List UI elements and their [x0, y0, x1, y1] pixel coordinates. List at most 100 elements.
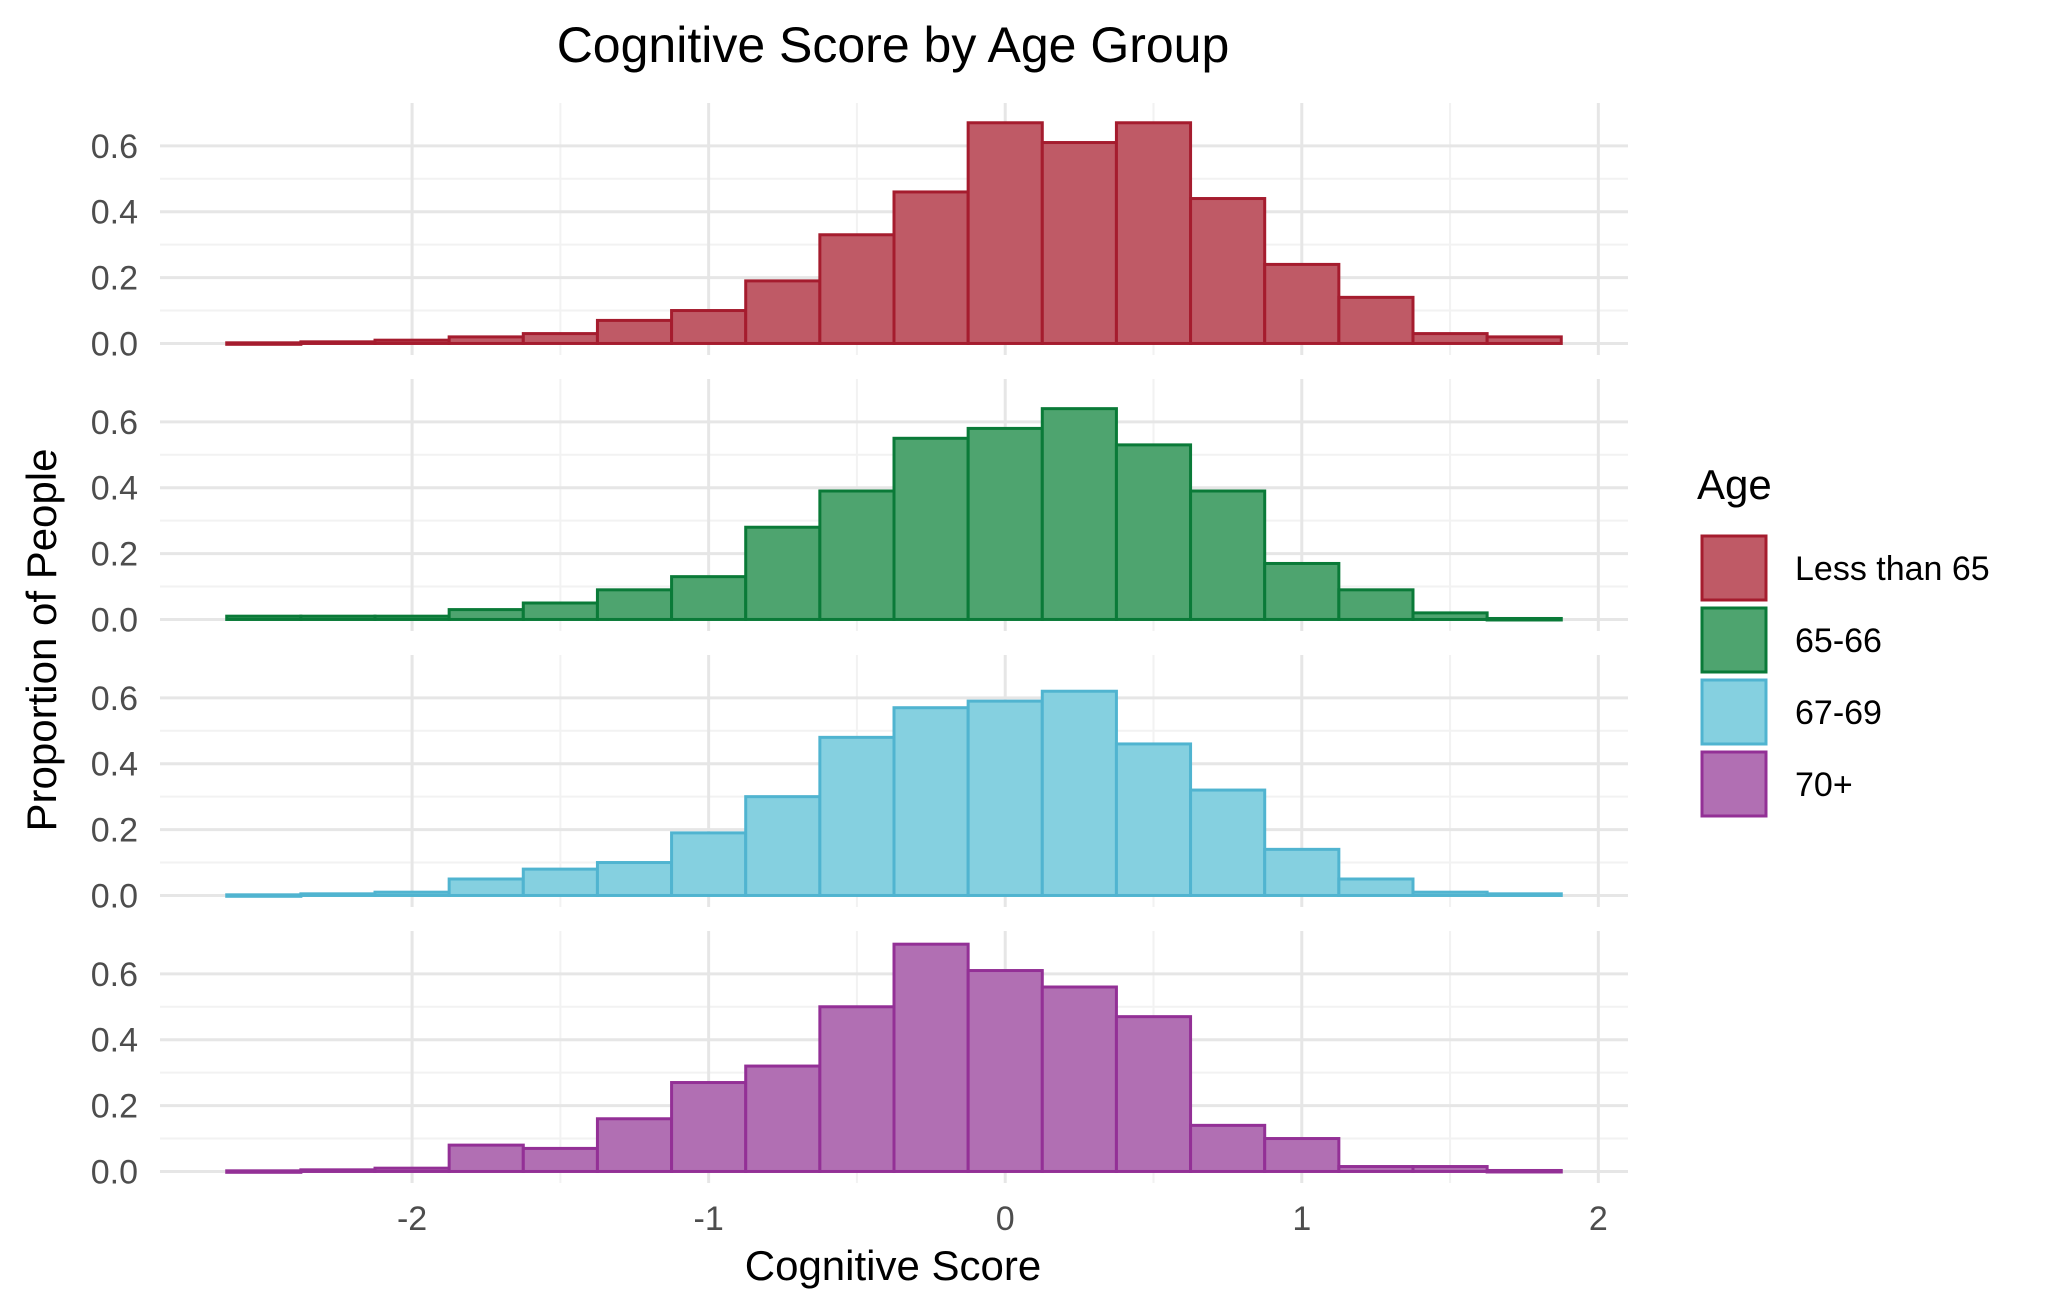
y-tick-label: 0.6	[91, 128, 138, 166]
histogram-bar	[1189, 489, 1267, 621]
histogram-bar	[1263, 1137, 1341, 1173]
facet-panel-3: 0.0 0.2 0.4 0.6	[91, 655, 1628, 915]
histogram-bar	[670, 309, 748, 345]
histogram-bar	[670, 1081, 748, 1173]
legend-item: 70+	[1700, 750, 1853, 818]
histogram-bar	[966, 121, 1044, 345]
histogram-bar	[1337, 295, 1415, 345]
y-tick-label: 0.4	[91, 746, 138, 784]
histogram-bar	[1189, 1123, 1267, 1173]
histogram-bar	[744, 795, 822, 897]
histogram-bar	[818, 233, 896, 345]
histogram-bar	[1485, 1168, 1563, 1174]
legend-swatch	[1700, 606, 1768, 674]
histogram-bar	[1040, 407, 1118, 621]
histogram-bar	[1337, 588, 1415, 621]
histogram-bar	[299, 614, 377, 621]
y-tick-label: 0.4	[91, 194, 138, 232]
legend: Age Less than 65 65-66 67-69 70+	[1697, 461, 1990, 818]
histogram-bar	[1114, 1015, 1193, 1173]
x-tick-label: 1	[1292, 1200, 1311, 1238]
histogram-bar	[744, 279, 822, 345]
histogram-bar	[299, 892, 377, 897]
histogram-bar	[1040, 985, 1118, 1173]
histogram-bar	[521, 601, 599, 621]
histogram-bar	[595, 318, 674, 345]
legend-label: Less than 65	[1795, 550, 1990, 588]
y-tick-label: 0.6	[91, 404, 138, 442]
legend-swatch	[1700, 534, 1768, 602]
histogram-bar	[225, 614, 303, 621]
histogram-bar	[1040, 689, 1118, 897]
y-tick-label: 0.2	[91, 536, 138, 574]
histogram-bar	[1485, 335, 1563, 345]
histogram-bar	[225, 893, 303, 898]
facet-panel-4: 0.0 0.2 0.4 0.6	[91, 931, 1628, 1191]
y-tick-label: 0.4	[91, 470, 138, 508]
histogram-bar	[225, 341, 303, 346]
legend-item: 65-66	[1700, 606, 1882, 674]
y-tick-label: 0.0	[91, 1153, 138, 1191]
histogram-bar	[744, 525, 822, 621]
histogram-bar	[1263, 262, 1341, 345]
x-tick-label: 2	[1589, 1200, 1608, 1238]
y-tick-label: 0.6	[91, 680, 138, 718]
x-axis-label: Cognitive Score	[745, 1242, 1041, 1289]
histogram-bar	[1411, 890, 1489, 897]
legend-title: Age	[1697, 461, 1772, 508]
histogram-bar	[1114, 121, 1193, 345]
histogram-bar	[1411, 1165, 1489, 1173]
y-axis-label: Proportion of People	[18, 449, 65, 832]
histogram-bar	[373, 338, 451, 345]
legend-items: Less than 65 65-66 67-69 70+	[1700, 534, 1990, 818]
histogram-bar	[373, 890, 451, 897]
histogram-bar	[1411, 611, 1489, 621]
histogram-bar	[1263, 561, 1341, 621]
histogram-bar	[670, 575, 748, 621]
y-tick-label: 0.4	[91, 1022, 138, 1060]
facet-panels: 0.00.20.40.60.00.20.40.60.00.20.40.60.00…	[91, 103, 1628, 1191]
x-tick-label: 0	[996, 1200, 1015, 1238]
histogram-bar	[966, 969, 1044, 1173]
legend-item: 67-69	[1700, 678, 1882, 746]
histogram-bar	[595, 588, 674, 621]
y-tick-label: 0.2	[91, 1088, 138, 1126]
histogram-bar	[818, 489, 896, 621]
histogram-bar	[670, 831, 748, 897]
histogram-bar	[892, 942, 970, 1173]
histogram-bar	[892, 436, 970, 621]
y-tick-label: 0.0	[91, 325, 138, 363]
histogram-bar	[299, 340, 377, 345]
y-tick-label: 0.0	[91, 877, 138, 915]
histogram-bar	[1485, 892, 1563, 897]
histogram-bar	[818, 1005, 896, 1173]
histogram-bar	[1040, 141, 1118, 345]
legend-swatch	[1700, 678, 1768, 746]
legend-item: Less than 65	[1700, 534, 1990, 602]
x-tick-label: -1	[694, 1200, 724, 1238]
legend-label: 65-66	[1795, 622, 1882, 660]
legend-label: 70+	[1795, 766, 1853, 804]
histogram-bar	[521, 867, 599, 897]
histogram-bar	[447, 608, 525, 621]
histogram-bar	[1114, 443, 1193, 621]
histogram-bar	[892, 190, 970, 345]
histogram-bar	[447, 335, 525, 345]
histogram-bar	[447, 877, 525, 897]
histogram-bar	[1337, 877, 1415, 897]
chart-title: Cognitive Score by Age Group	[557, 17, 1230, 73]
histogram-bar	[373, 614, 451, 621]
histogram-bar	[1114, 742, 1193, 897]
x-axis-ticks: -2 -1 0 1 2	[397, 1200, 1608, 1238]
histogram-bar	[1485, 616, 1563, 622]
histogram-bar	[966, 699, 1044, 897]
histogram-bar	[1189, 197, 1267, 345]
facet-panel-1: 0.0 0.2 0.4 0.6	[91, 103, 1628, 363]
histogram-bar	[521, 1146, 599, 1173]
histogram-bar	[1411, 332, 1489, 345]
histogram-bar	[1337, 1165, 1415, 1173]
y-tick-label: 0.0	[91, 601, 138, 639]
y-tick-label: 0.2	[91, 260, 138, 298]
y-tick-label: 0.6	[91, 956, 138, 994]
